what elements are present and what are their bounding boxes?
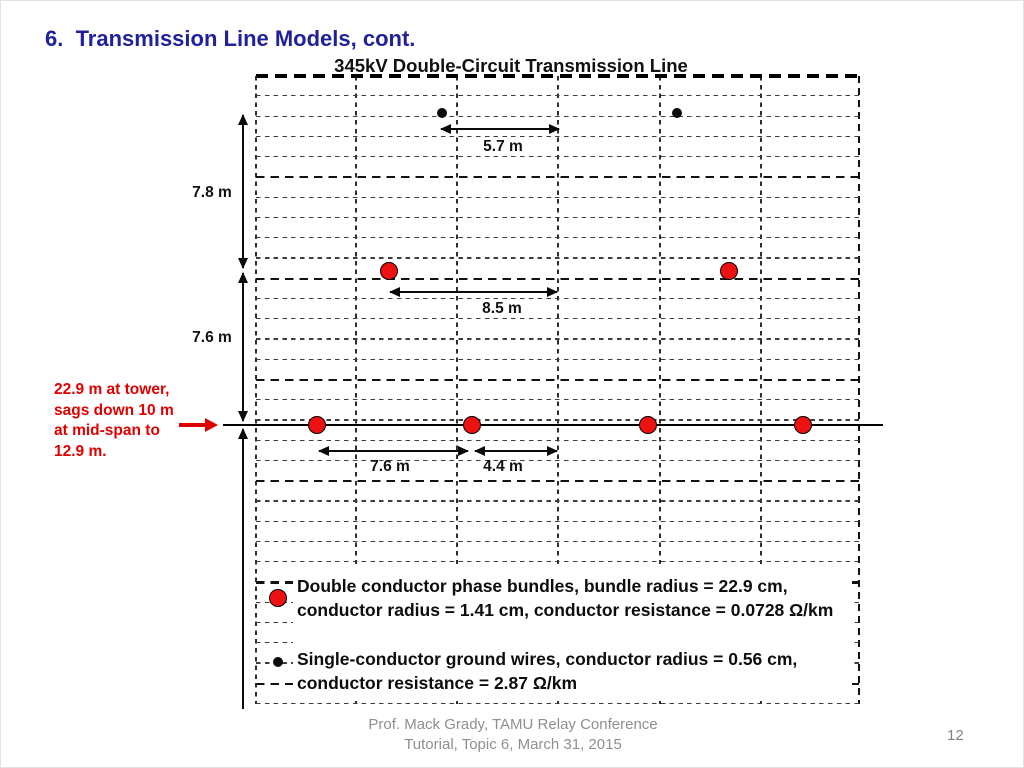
dimension-label: 5.7 m [483,138,523,155]
phase-bundle-dot [794,416,812,434]
grid-line-horizontal [256,156,859,158]
dimension-arrowhead [238,428,248,439]
grid-line-horizontal [256,95,859,97]
grid-line-horizontal [256,520,859,522]
grid-line-horizontal [256,439,859,441]
legend-line: Double conductor phase bundles, bundle r… [297,576,788,596]
dimension-label: 7.6 m [370,458,410,475]
dimension-label: 4.4 m [483,458,523,475]
grid-line-horizontal [256,277,859,280]
grid-line-horizontal [256,115,859,117]
grid-line-horizontal [256,500,859,502]
grid-line-horizontal [256,257,859,259]
grid-line-vertical [557,76,559,704]
dimension-arrowhead [389,287,400,297]
footer-line-1: Prof. Mack Grady, TAMU Relay Conference [368,716,658,733]
sag-annotation-line: at mid-span to [54,422,160,440]
ground-wire-marker-icon [273,657,283,667]
sag-pointer-arrow-head [205,418,218,432]
diagram-title: 345kV Double-Circuit Transmission Line [334,55,688,76]
dimension-label: 7.6 m [192,329,232,346]
phase-bundle-marker-icon [269,589,287,607]
grid-line-horizontal [256,297,859,300]
grid-line-horizontal [256,196,859,198]
grid-line-horizontal [256,74,859,78]
grid-line-horizontal [256,419,859,421]
ground-wire-dot [672,108,682,118]
grid-line-horizontal [256,399,859,401]
dimension-arrow-shaft [242,429,244,709]
grid-line-horizontal [256,338,859,340]
dimension-arrow-shaft [319,450,468,452]
legend-background [293,564,852,699]
grid-line-horizontal [256,135,859,137]
sag-annotation: 22.9 m at tower, sags down 10 m at mid-s… [54,380,204,463]
grid-line-vertical [255,76,257,704]
sag-annotation-line: 12.9 m. [54,443,107,461]
sag-pointer-arrow-shaft [179,423,207,427]
grid-line-vertical [659,76,661,704]
grid-line-horizontal [256,358,859,360]
dimension-label: 7.8 m [192,184,232,201]
grid-line-vertical [355,76,357,704]
phase-bundle-dot [463,416,481,434]
legend-ground-wire-text: Single-conductor ground wires, conductor… [297,648,867,695]
dimension-arrowhead [547,287,558,297]
dimension-arrowhead [474,446,485,456]
footer-line-2: Tutorial, Topic 6, March 31, 2015 [404,735,622,753]
grid-line-horizontal [256,703,859,705]
phase-bundle-dot [720,262,738,280]
dimension-arrow-shaft [390,291,557,293]
dimension-arrowhead [318,446,329,456]
grid-line-horizontal [256,561,859,563]
dimension-label: 8.5 m [482,300,522,317]
phase-bundle-dot [308,416,326,434]
dimension-arrow-shaft [242,273,244,421]
dimension-arrow-shaft [441,128,559,130]
phase-bundle-dot [639,416,657,434]
legend-phase-bundle-text: Double conductor phase bundles, bundle r… [297,575,867,622]
grid-line-vertical [858,76,861,704]
grid-line-vertical [760,76,762,704]
grid-line-horizontal [256,480,859,483]
dimension-arrow-shaft [242,115,244,268]
dimension-arrowhead [238,272,248,283]
grid-line-vertical [456,76,458,704]
dimension-arrowhead [458,446,469,456]
sag-annotation-line: sags down 10 m [54,401,174,419]
grid-line-horizontal [256,540,859,543]
midspan-height-line [223,424,883,426]
dimension-arrowhead [547,446,558,456]
sag-annotation-line: 22.9 m at tower, [54,381,170,398]
dimension-arrow-shaft [475,450,557,452]
dimension-arrowhead [549,124,560,134]
dimension-arrowhead [238,411,248,422]
grid-line-horizontal [256,176,859,179]
grid-line-horizontal [256,237,859,239]
dimension-arrowhead [238,114,248,125]
dimension-arrowhead [440,124,451,134]
dimension-arrowhead [238,258,248,269]
phase-bundle-dot [380,262,398,280]
grid-line-horizontal [256,459,859,462]
ground-wire-dot [437,108,447,118]
legend-line: conductor resistance = 2.87 Ω/km [297,672,578,693]
footer: Prof. Mack Grady, TAMU Relay Conference … [1,715,1023,754]
grid-line-horizontal [256,216,859,218]
slide-title: 6. Transmission Line Models, cont. [45,26,416,51]
legend-line: conductor radius = 1.41 cm, conductor re… [297,599,834,620]
page-number: 12 [947,727,964,744]
legend-line: Single-conductor ground wires, conductor… [297,649,798,669]
grid-line-horizontal [256,378,859,382]
grid-line-horizontal [256,318,859,320]
